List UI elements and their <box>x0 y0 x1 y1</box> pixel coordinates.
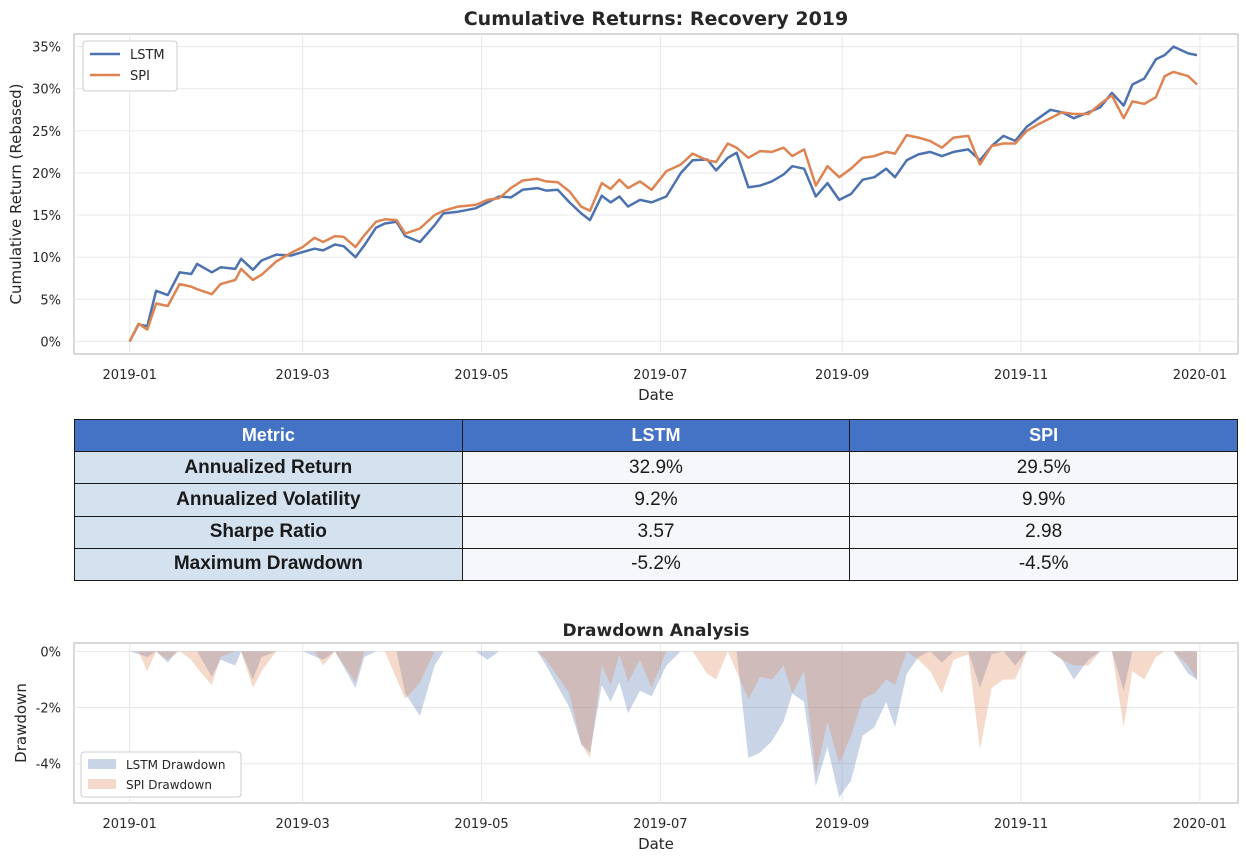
table-row: Sharpe Ratio 3.57 2.98 <box>74 515 1238 549</box>
y-tick-label: 35% <box>32 41 61 56</box>
y-tick-label: 15% <box>32 209 61 224</box>
x-tick-label: 2019-09 <box>815 368 869 383</box>
series-lstm <box>128 45 1198 342</box>
y-tick-label: -2% <box>36 702 61 717</box>
x-tick-label: 2019-11 <box>994 817 1048 832</box>
y-tick-label: 10% <box>32 251 61 266</box>
drawdown-title: Drawdown Analysis <box>563 621 750 641</box>
chart-title: Cumulative Returns: Recovery 2019 <box>464 8 849 30</box>
row-lstm-value: 3.57 <box>461 515 851 549</box>
y-tick-label: 30% <box>32 83 61 98</box>
table-row: Maximum Drawdown -5.2% -4.5% <box>74 547 1238 582</box>
header-metric: Metric <box>74 418 463 453</box>
plot-area-frame <box>73 33 1239 355</box>
x-tick-label: 2019-01 <box>103 368 157 383</box>
series-spi-drawdown <box>129 651 1198 775</box>
drawdown-chart: Drawdown Analysis 0%-2%-4% 2019-01 2019-0… <box>12 621 1239 853</box>
row-lstm-value: -5.2% <box>461 547 851 582</box>
y-axis-ticks: 0% 5% 10% 15% 20% 25% 30% 35% <box>32 41 61 351</box>
x-tick-label: 2020-01 <box>1173 817 1227 832</box>
x-axis-label: Date <box>638 835 674 853</box>
legend-swatch-lstm <box>88 759 116 769</box>
row-lstm-value: 32.9% <box>461 451 851 485</box>
x-tick-label: 2019-05 <box>454 368 508 383</box>
legend-label-lstm: LSTM <box>130 48 165 63</box>
cumulative-returns-chart: Cumulative Returns: Recovery 2019 0% 5% 10… <box>7 8 1239 404</box>
x-tick-label: 2019-01 <box>103 817 157 832</box>
x-tick-label: 2019-03 <box>276 817 330 832</box>
x-axis-ticks: 2019-01 2019-03 2019-05 2019-07 2019-09 2019-… <box>103 368 1228 383</box>
y-axis-label: Drawdown <box>12 683 30 763</box>
drawdown-areas <box>129 651 1198 798</box>
y-tick-label: -4% <box>36 758 61 773</box>
x-tick-label: 2019-09 <box>815 817 869 832</box>
y-axis-ticks: 0% -2% -4% <box>36 645 61 772</box>
series-lines <box>128 45 1198 342</box>
row-lstm-value: 9.2% <box>461 483 851 517</box>
table-header-row: Metric LSTM SPI <box>74 418 1238 453</box>
row-spi-value: 29.5% <box>849 451 1238 485</box>
legend-swatch-spi <box>88 779 116 789</box>
row-spi-value: -4.5% <box>849 547 1238 582</box>
header-spi: SPI <box>849 418 1238 453</box>
legend-label-lstm: LSTM Drawdown <box>126 758 226 772</box>
y-tick-label: 20% <box>32 167 61 182</box>
x-tick-label: 2019-07 <box>633 368 687 383</box>
legend: LSTM Drawdown SPI Drawdown <box>80 751 242 798</box>
row-spi-value: 2.98 <box>849 515 1238 549</box>
row-spi-value: 9.9% <box>849 483 1238 517</box>
x-axis-ticks: 2019-01 2019-03 2019-05 2019-07 2019-09 2019-… <box>103 817 1228 832</box>
x-tick-label: 2020-01 <box>1173 368 1227 383</box>
y-tick-label: 0% <box>40 335 61 350</box>
y-tick-label: 0% <box>40 645 61 660</box>
table-row: Annualized Return 32.9% 29.5% <box>74 451 1238 485</box>
table-row: Annualized Volatility 9.2% 9.9% <box>74 483 1238 517</box>
x-tick-label: 2019-11 <box>994 368 1048 383</box>
legend-box <box>80 751 242 798</box>
legend-label-spi: SPI <box>130 69 150 84</box>
row-metric: Annualized Return <box>74 451 463 485</box>
x-tick-label: 2019-05 <box>454 817 508 832</box>
header-lstm: LSTM <box>461 418 851 453</box>
row-metric: Maximum Drawdown <box>74 547 463 582</box>
x-tick-label: 2019-03 <box>276 368 330 383</box>
x-axis-label: Date <box>638 386 674 404</box>
y-tick-label: 25% <box>32 125 61 140</box>
x-tick-label: 2019-07 <box>633 817 687 832</box>
y-axis-label: Cumulative Return (Rebased) <box>7 84 25 305</box>
row-metric: Sharpe Ratio <box>74 515 463 549</box>
metrics-table: Metric LSTM SPI Annualized Return 32.9% … <box>74 418 1238 582</box>
row-metric: Annualized Volatility <box>74 483 463 517</box>
y-tick-label: 5% <box>40 293 61 308</box>
legend-label-spi: SPI Drawdown <box>126 778 212 792</box>
series-spi <box>128 70 1198 342</box>
drawdown-plot-frame <box>73 642 1239 804</box>
legend: LSTM SPI <box>82 40 178 92</box>
